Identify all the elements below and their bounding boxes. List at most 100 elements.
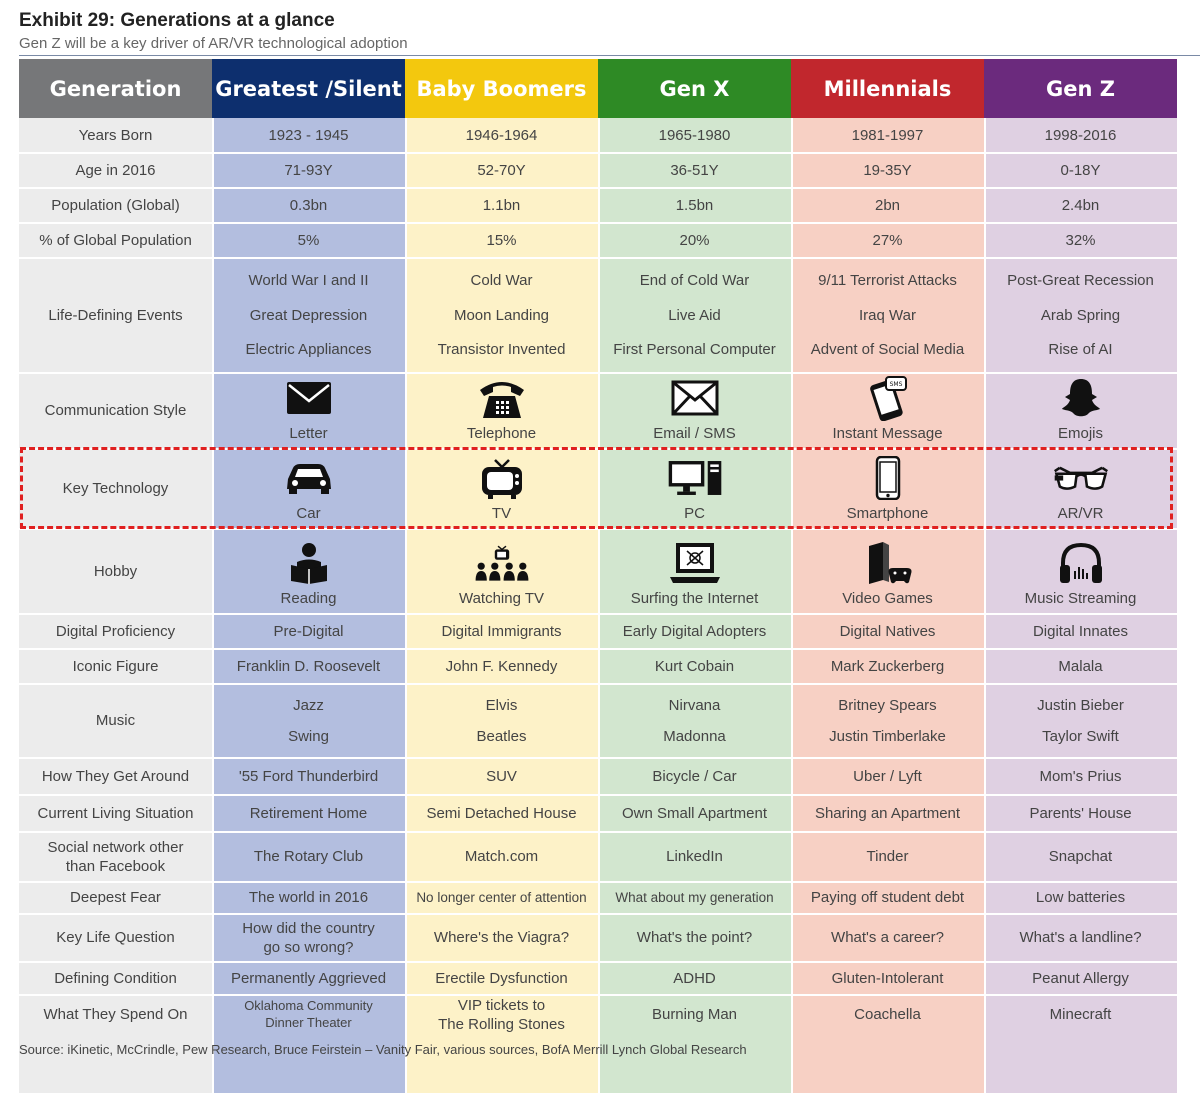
column-bg-baby-boomers [405, 118, 598, 1093]
life-question-line: What's a career? [831, 929, 944, 947]
gen-x-years-born-cell: 1965-1980 [658, 126, 731, 144]
music-artist: Britney Spears [838, 696, 937, 714]
column-bg-gen-x [598, 118, 791, 1093]
millennials-living-cell: Sharing an Apartment [814, 804, 961, 822]
smart-glasses-icon [1053, 456, 1109, 500]
row-label-iconic: Iconic Figure [72, 657, 159, 675]
communication-label: Emojis [1057, 424, 1103, 442]
game-console-icon [860, 541, 916, 585]
greatest-silent-population-cell: 0.3bn [289, 196, 328, 214]
music-artist: Taylor Swift [1042, 727, 1119, 745]
millennials-population-cell: 2bn [874, 196, 901, 214]
life-event: Cold War [470, 272, 533, 290]
row-label-digital: Digital Proficiency [55, 622, 176, 640]
svg-text:SMS: SMS [889, 381, 902, 388]
row-divider [19, 648, 1177, 650]
greatest-silent-pct-population-cell: 5% [297, 231, 320, 249]
row-label-pct-population: % of Global Population [39, 231, 192, 249]
row-label-line: Social network other [47, 838, 184, 856]
telephone-icon [474, 376, 530, 420]
music-artist: Jazz [293, 696, 324, 714]
music-artist: Justin Bieber [1037, 696, 1124, 714]
row-label-living: Current Living Situation [37, 804, 194, 822]
spend-line: VIP tickets to [457, 996, 546, 1014]
email-icon [667, 376, 723, 420]
millennials-get-around-cell: Uber / Lyft [853, 767, 922, 785]
life-event: 9/11 Terrorist Attacks [818, 272, 957, 290]
life-event: Live Aid [668, 306, 721, 324]
row-label-life-events: Life-Defining Events [48, 306, 183, 324]
greatest-silent-living-cell: Retirement Home [249, 804, 368, 822]
key-tech-label: AR/VR [1057, 504, 1104, 522]
life-event: Rise of AI [1048, 341, 1113, 359]
life-event: Arab Spring [1040, 306, 1121, 324]
gen-z-digital-cell: Digital Innates [1032, 622, 1129, 640]
spend-line: Minecraft [1049, 1006, 1112, 1024]
greatest-silent-music-cell: Jazz Swing [212, 684, 405, 758]
baby-boomers-population-cell: 1.1bn [482, 196, 521, 214]
millennials-age-2016-cell: 19-35Y [863, 161, 912, 179]
row-label-line: than Facebook [65, 858, 166, 875]
column-header-gen-z: Gen Z [984, 59, 1177, 118]
smartphone-icon [860, 455, 916, 500]
communication-label: Email / SMS [653, 424, 736, 442]
tv-icon [474, 456, 530, 500]
gen-x-pct-population-cell: 20% [679, 231, 710, 249]
row-divider [19, 794, 1177, 796]
row-label-age-2016: Age in 2016 [75, 161, 156, 179]
gen-z-get-around-cell: Mom's Prius [1039, 767, 1122, 785]
spend-line: Coachella [854, 1006, 921, 1024]
gen-x-key-tech-cell: PC [598, 449, 791, 529]
music-artist: Nirvana [668, 696, 721, 714]
gen-z-music-cell: Justin Bieber Taylor Swift [984, 684, 1177, 758]
source-note: Source: iKinetic, McCrindle, Pew Researc… [19, 1042, 747, 1057]
gen-x-question-cell: What's the point? [598, 914, 791, 962]
pc-icon [667, 456, 723, 500]
greatest-silent-iconic-cell: Franklin D. Roosevelt [236, 657, 381, 675]
greatest-silent-fear-cell: The world in 2016 [248, 889, 369, 907]
gen-z-living-cell: Parents' House [1029, 804, 1132, 822]
greatest-silent-spend-cell: Oklahoma Community Dinner Theater [212, 995, 405, 1035]
row-label-population: Population (Global) [51, 196, 180, 214]
life-event: Great Depression [249, 306, 368, 324]
baby-boomers-fear-cell: No longer center of attention [416, 890, 587, 906]
gen-z-communication-cell: Emojis [984, 373, 1177, 449]
gen-z-fear-cell: Low batteries [1035, 889, 1126, 907]
gen-x-social-cell: LinkedIn [666, 848, 723, 866]
gen-x-iconic-cell: Kurt Cobain [654, 657, 735, 675]
hobby-label: Music Streaming [1024, 589, 1137, 607]
gen-x-fear-cell: What about my generation [615, 890, 774, 906]
gen-x-hobby-cell: Surfing the Internet [598, 529, 791, 614]
gen-x-communication-cell: Email / SMS [598, 373, 791, 449]
gen-z-condition-cell: Peanut Allergy [1032, 969, 1129, 987]
column-bg-generation [19, 118, 212, 1093]
row-label-communication: Communication Style [44, 402, 187, 420]
communication-label: Letter [289, 424, 328, 442]
life-event: Transistor Invented [437, 341, 566, 359]
greatest-silent-age-2016-cell: 71-93Y [284, 161, 333, 179]
life-event: End of Cold War [639, 272, 750, 290]
gen-x-life-events-cell: End of Cold War Live Aid First Personal Co… [598, 258, 791, 373]
life-event: Moon Landing [453, 306, 550, 324]
headphones-icon [1053, 541, 1109, 585]
car-icon [281, 456, 337, 500]
key-tech-label: PC [684, 504, 705, 522]
column-header-gen-x: Gen X [598, 59, 791, 118]
watching-tv-icon [474, 541, 530, 585]
life-question-line: What's a landline? [1019, 929, 1142, 947]
gen-x-music-cell: Nirvana Madonna [598, 684, 791, 758]
key-tech-label: Car [296, 504, 321, 522]
exhibit-title: Exhibit 29: Generations at a glance [19, 10, 335, 31]
millennials-digital-cell: Digital Natives [839, 622, 936, 640]
row-divider [19, 757, 1177, 759]
hobby-label: Surfing the Internet [630, 589, 759, 607]
laptop-icon [667, 541, 723, 585]
gen-z-social-cell: Snapchat [1048, 848, 1113, 866]
life-question-line: What's the point? [636, 929, 753, 947]
baby-boomers-condition-cell: Erectile Dysfunction [435, 969, 568, 987]
generations-table: Generation Greatest /Silent Baby Boomers Ge… [19, 59, 1177, 1093]
gen-x-digital-cell: Early Digital Adopters [622, 622, 767, 640]
millennials-communication-cell: SMS Instant Message [791, 373, 984, 449]
baby-boomers-age-2016-cell: 52-70Y [477, 161, 526, 179]
greatest-silent-social-cell: The Rotary Club [253, 848, 364, 866]
